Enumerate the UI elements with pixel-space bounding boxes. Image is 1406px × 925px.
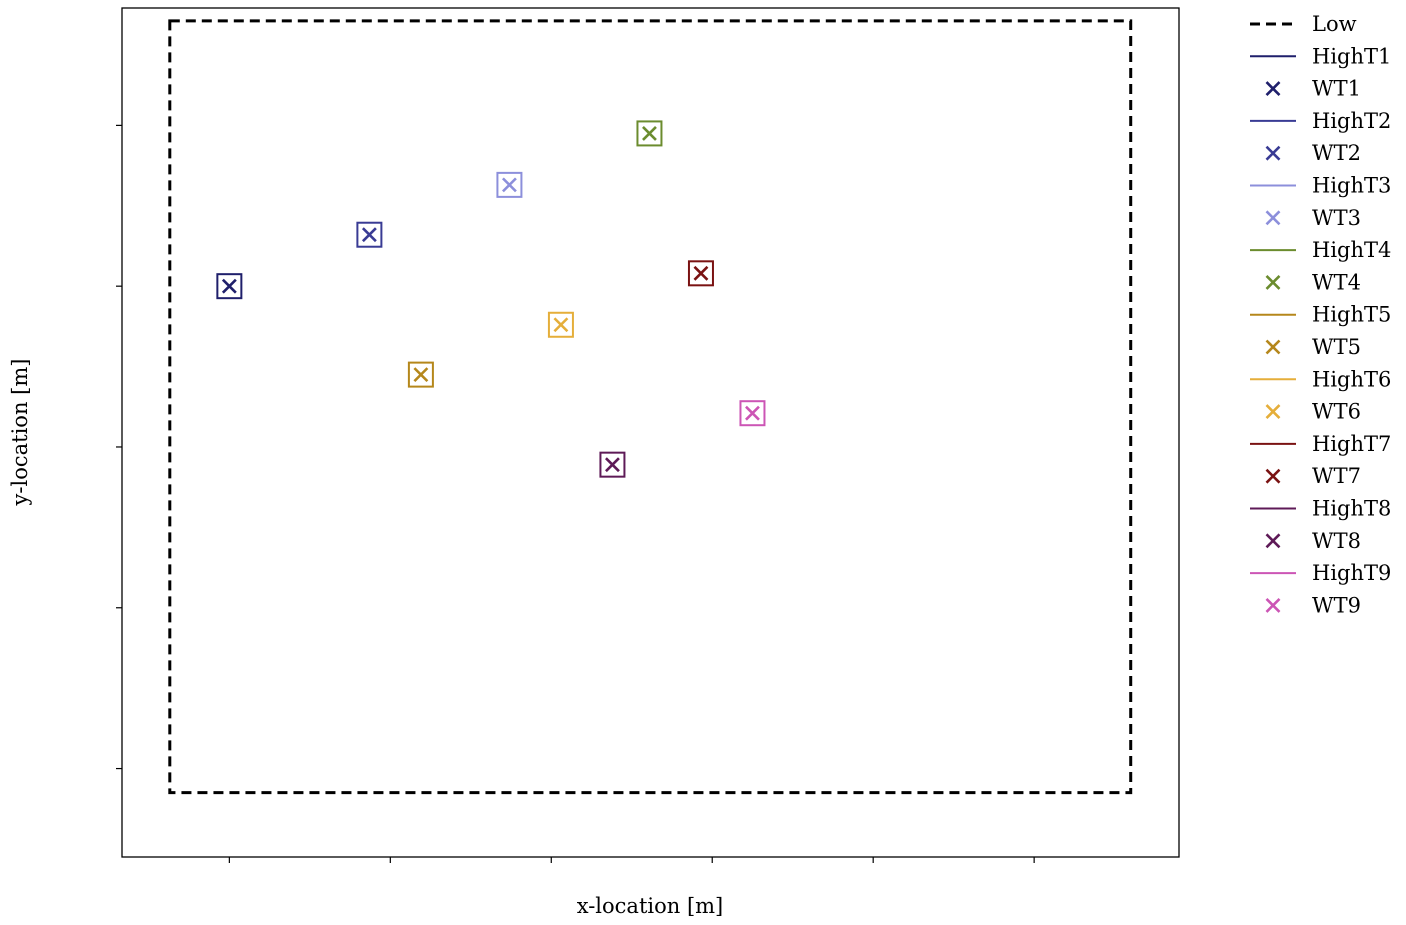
legend-label: HighT6 <box>1312 367 1391 391</box>
legend-x-swatch <box>1265 274 1281 290</box>
high-domain-box-6 <box>547 311 574 338</box>
marker-stroke <box>553 317 569 333</box>
high-domain-box-1 <box>216 273 243 300</box>
marker-stroke <box>693 265 709 281</box>
high-domain-box-3 <box>496 171 523 198</box>
legend-entry: WT3 <box>1265 206 1361 230</box>
low-domain-box <box>168 19 1133 795</box>
legend-x-swatch <box>1265 81 1281 97</box>
turbine-marker-1 <box>221 278 237 294</box>
legend-label: HighT1 <box>1312 44 1391 68</box>
legend-label: HighT8 <box>1312 497 1391 521</box>
y-axis-ticks <box>116 124 122 770</box>
y-axis-label: y-location [m] <box>8 359 32 507</box>
x-axis-ticks <box>228 857 1035 863</box>
legend-label: HighT2 <box>1312 109 1391 133</box>
legend: Low HighT1 WT1 HighT2 WT2 HighT3 WT3 HighT4 WT4 H… <box>1250 12 1391 617</box>
legend-label: WT6 <box>1312 400 1361 424</box>
legend-entry: WT2 <box>1265 141 1361 165</box>
legend-x-swatch <box>1265 597 1281 613</box>
x-axis-label: x-location [m] <box>577 894 724 918</box>
turbine-marker-8 <box>605 457 620 473</box>
legend-entry: HighT2 <box>1250 109 1391 133</box>
legend-label: HighT3 <box>1312 174 1391 198</box>
legend-x-swatch <box>1265 145 1281 161</box>
domain-layer <box>168 19 1133 795</box>
legend-label: WT1 <box>1312 77 1361 101</box>
legend-x-swatch <box>1265 533 1281 549</box>
turbine-marker-9 <box>745 405 760 421</box>
legend-entry: WT9 <box>1265 593 1361 617</box>
legend-label: WT4 <box>1312 270 1361 294</box>
turbine-marker-6 <box>553 317 569 333</box>
marker-stroke <box>502 177 517 193</box>
legend-label: WT7 <box>1312 464 1361 488</box>
legend-entry: WT7 <box>1265 464 1361 488</box>
legend-entry: HighT1 <box>1250 44 1391 68</box>
high-domain-box-8 <box>599 451 626 478</box>
legend-label: HighT9 <box>1312 561 1391 585</box>
high-domain-box-7 <box>687 260 714 287</box>
legend-entry: WT4 <box>1265 270 1361 294</box>
legend-entry: HighT5 <box>1250 303 1391 327</box>
high-domain-box-9 <box>739 400 766 427</box>
legend-x-swatch <box>1265 210 1281 226</box>
marker-stroke <box>745 405 760 421</box>
marker-stroke <box>221 278 237 294</box>
marker-stroke <box>642 126 657 141</box>
legend-entry: Low <box>1250 12 1357 36</box>
legend-label: WT2 <box>1312 141 1361 165</box>
high-domain-box-2 <box>356 221 383 248</box>
turbine-layer <box>216 120 766 478</box>
legend-x-swatch <box>1265 404 1281 420</box>
legend-entry: WT8 <box>1265 529 1361 553</box>
plot-frame <box>121 7 1180 858</box>
marker-stroke <box>605 457 620 473</box>
turbine-marker-5 <box>413 367 429 383</box>
legend-entry: WT6 <box>1265 400 1361 424</box>
legend-label: WT3 <box>1312 206 1361 230</box>
legend-label: WT5 <box>1312 335 1361 359</box>
legend-entry: WT1 <box>1265 77 1361 101</box>
high-domain-box-5 <box>407 361 434 388</box>
legend-label: HighT5 <box>1312 303 1391 327</box>
legend-entry: HighT3 <box>1250 174 1391 198</box>
high-domain-box-4 <box>636 120 663 147</box>
legend-entry: HighT6 <box>1250 367 1391 391</box>
legend-entry: HighT4 <box>1250 238 1391 262</box>
legend-label: Low <box>1312 12 1357 36</box>
turbine-marker-4 <box>642 126 657 141</box>
turbine-marker-2 <box>361 227 377 243</box>
turbine-marker-3 <box>502 177 517 193</box>
legend-entry: HighT7 <box>1250 432 1391 456</box>
legend-entry: WT5 <box>1265 335 1361 359</box>
legend-entry: HighT9 <box>1250 561 1391 585</box>
legend-label: WT9 <box>1312 593 1361 617</box>
legend-x-swatch <box>1265 339 1281 355</box>
legend-label: HighT7 <box>1312 432 1391 456</box>
turbine-marker-7 <box>693 265 709 281</box>
legend-entry: HighT8 <box>1250 497 1391 521</box>
marker-stroke <box>413 367 429 383</box>
legend-label: HighT4 <box>1312 238 1391 262</box>
legend-label: WT8 <box>1312 529 1361 553</box>
marker-stroke <box>361 227 377 243</box>
legend-x-swatch <box>1265 468 1281 484</box>
